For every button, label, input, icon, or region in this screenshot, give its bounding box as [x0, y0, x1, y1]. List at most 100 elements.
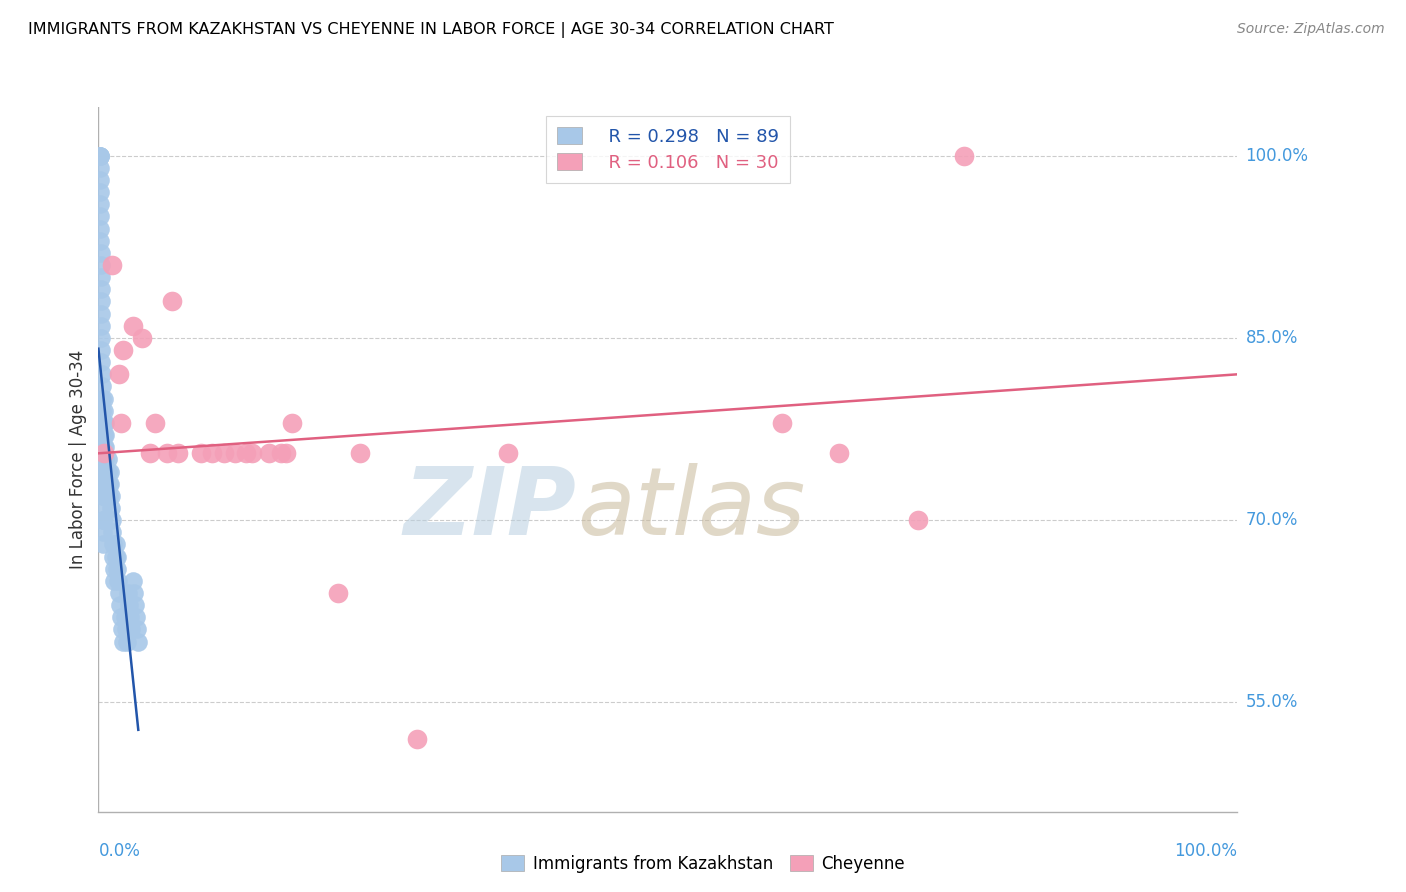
Point	[162, 294, 184, 309]
Point	[91, 489, 114, 503]
Point	[98, 476, 121, 491]
Point	[156, 446, 179, 460]
Point	[93, 446, 115, 460]
Point	[91, 416, 114, 430]
Point	[114, 610, 136, 624]
Point	[122, 586, 145, 600]
Point	[125, 610, 148, 624]
Point	[94, 416, 117, 430]
Point	[114, 623, 136, 637]
Point	[90, 368, 112, 382]
Point	[103, 574, 125, 588]
Point	[89, 161, 111, 175]
Point	[120, 623, 142, 637]
Point	[97, 476, 120, 491]
Point	[90, 416, 112, 430]
Y-axis label: In Labor Force | Age 30-34: In Labor Force | Age 30-34	[69, 350, 87, 569]
Point	[91, 440, 114, 454]
Point	[167, 446, 190, 460]
Point	[97, 489, 120, 503]
Point	[115, 634, 138, 648]
Point	[121, 574, 143, 588]
Point	[94, 440, 117, 454]
Point	[276, 446, 298, 460]
Point	[108, 368, 131, 382]
Point	[90, 440, 112, 454]
Point	[90, 294, 112, 309]
Text: 0.0%: 0.0%	[98, 842, 141, 860]
Point	[259, 446, 281, 460]
Point	[89, 148, 111, 162]
Point	[828, 446, 851, 460]
Point	[90, 392, 112, 406]
Point	[90, 404, 112, 418]
Point	[240, 446, 263, 460]
Point	[90, 428, 112, 442]
Point	[101, 513, 124, 527]
Point	[90, 379, 112, 393]
Point	[89, 221, 111, 235]
Point	[235, 446, 257, 460]
Point	[103, 537, 125, 551]
Point	[110, 416, 132, 430]
Point	[270, 446, 292, 460]
Point	[105, 549, 128, 564]
Point	[90, 452, 112, 467]
Point	[281, 416, 304, 430]
Point	[326, 586, 349, 600]
Point	[101, 525, 124, 540]
Point	[127, 634, 149, 648]
Point	[104, 537, 127, 551]
Point	[498, 446, 520, 460]
Point	[91, 513, 114, 527]
Point	[93, 392, 115, 406]
Point	[90, 270, 112, 285]
Point	[103, 562, 125, 576]
Point	[103, 549, 125, 564]
Text: atlas: atlas	[576, 463, 806, 554]
Point	[93, 404, 115, 418]
Point	[131, 331, 153, 345]
Legend:   R = 0.298   N = 89,   R = 0.106   N = 30: R = 0.298 N = 89, R = 0.106 N = 30	[546, 116, 790, 183]
Point	[90, 307, 112, 321]
Text: IMMIGRANTS FROM KAZAKHSTAN VS CHEYENNE IN LABOR FORCE | AGE 30-34 CORRELATION CH: IMMIGRANTS FROM KAZAKHSTAN VS CHEYENNE I…	[28, 22, 834, 38]
Point	[201, 446, 224, 460]
Point	[127, 623, 149, 637]
Point	[953, 148, 976, 162]
Point	[224, 446, 246, 460]
Text: ZIP: ZIP	[404, 463, 576, 555]
Point	[91, 489, 114, 503]
Point	[89, 148, 111, 162]
Point	[89, 185, 111, 199]
Point	[90, 465, 112, 479]
Point	[124, 598, 146, 612]
Point	[112, 343, 135, 357]
Legend: Immigrants from Kazakhstan, Cheyenne: Immigrants from Kazakhstan, Cheyenne	[495, 848, 911, 880]
Point	[90, 476, 112, 491]
Point	[111, 623, 134, 637]
Text: 55.0%: 55.0%	[1246, 693, 1298, 712]
Point	[90, 343, 112, 357]
Point	[91, 500, 114, 515]
Point	[90, 331, 112, 345]
Point	[101, 258, 124, 272]
Point	[96, 465, 118, 479]
Point	[89, 234, 111, 248]
Text: 100.0%: 100.0%	[1174, 842, 1237, 860]
Point	[108, 598, 131, 612]
Point	[110, 610, 132, 624]
Point	[91, 525, 114, 540]
Point	[89, 173, 111, 187]
Point	[406, 731, 429, 746]
Point	[104, 549, 127, 564]
Text: 70.0%: 70.0%	[1246, 511, 1298, 529]
Point	[89, 210, 111, 224]
Point	[120, 610, 142, 624]
Point	[96, 476, 118, 491]
Point	[138, 446, 160, 460]
Point	[907, 513, 929, 527]
Point	[91, 537, 114, 551]
Text: 85.0%: 85.0%	[1246, 329, 1298, 347]
Point	[96, 452, 118, 467]
Point	[145, 416, 167, 430]
